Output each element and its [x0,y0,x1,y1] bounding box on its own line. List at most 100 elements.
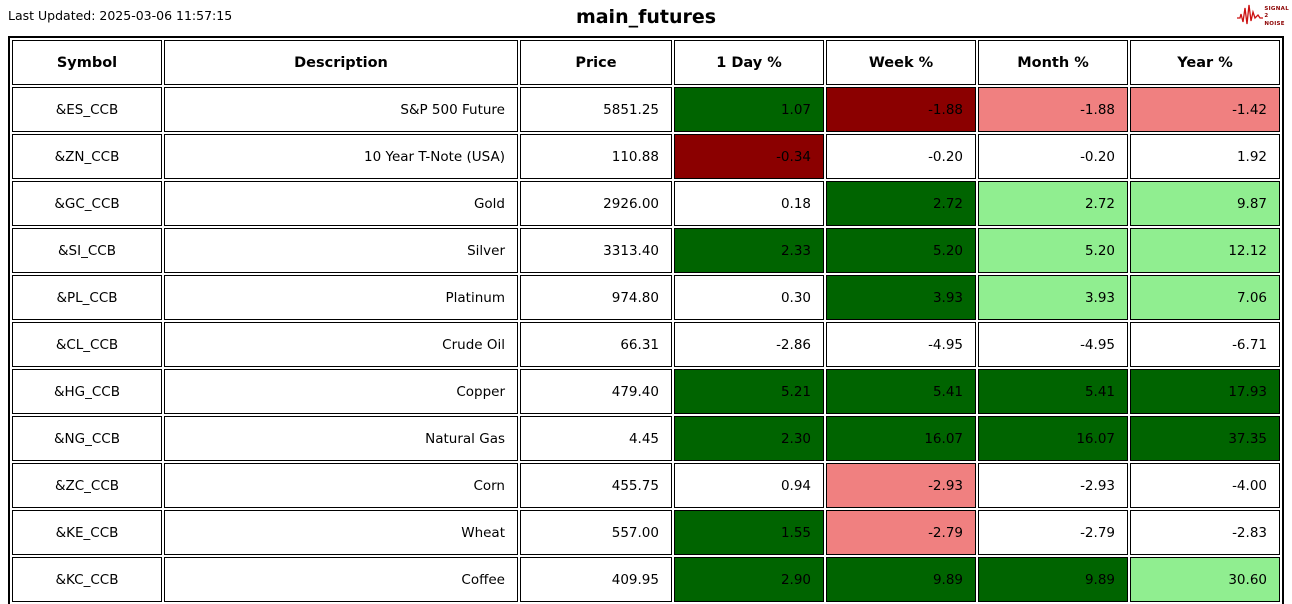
column-header-week: Week % [826,40,976,85]
pct-cell-week: 3.93 [826,275,976,320]
pct-cell-week: -2.93 [826,463,976,508]
pct-cell-1-day: 0.30 [674,275,824,320]
pct-cell-1-day: -0.34 [674,134,824,179]
table-row-natural-gas: &NG_CCB Natural Gas 4.45 2.30 16.07 16.07 37.3… [12,416,1280,461]
symbol-cell: &KE_CCB [12,510,162,555]
logo-line-noise: NOISE [1264,20,1285,27]
price-cell: 2926.00 [520,181,672,226]
symbol-cell: &NG_CCB [12,416,162,461]
pct-cell-year: 37.35 [1130,416,1280,461]
pct-cell-year: -4.00 [1130,463,1280,508]
pct-cell-year: 7.06 [1130,275,1280,320]
column-header-1-day: 1 Day % [674,40,824,85]
description-cell: 10 Year T-Note (USA) [164,134,518,179]
table-row-10-year-t-note-usa: &ZN_CCB 10 Year T-Note (USA) 110.88 -0.34 -0… [12,134,1280,179]
pct-cell-year: -1.42 [1130,87,1280,132]
pct-cell-week: 5.41 [826,369,976,414]
column-header-description: Description [164,40,518,85]
table-row-gold: &GC_CCB Gold 2926.00 0.18 2.72 2.72 9.87 [12,181,1280,226]
pct-cell-week: -1.88 [826,87,976,132]
pct-cell-week: -0.20 [826,134,976,179]
table-header-row: Symbol Description Price 1 Day % Week % Month… [12,40,1280,85]
column-header-price: Price [520,40,672,85]
price-cell: 66.31 [520,322,672,367]
pct-cell-month: 16.07 [978,416,1128,461]
pct-cell-week: 2.72 [826,181,976,226]
table-body: &ES_CCB S&P 500 Future 5851.25 1.07 -1.88 -1.… [12,87,1280,602]
logo-text: SIGNAL 2 NOISE [1264,6,1289,28]
pct-cell-month: 3.93 [978,275,1128,320]
description-cell: Corn [164,463,518,508]
price-cell: 409.95 [520,557,672,602]
pct-cell-week: -4.95 [826,322,976,367]
column-header-month: Month % [978,40,1128,85]
pct-cell-year: -2.83 [1130,510,1280,555]
table-row-copper: &HG_CCB Copper 479.40 5.21 5.41 5.41 17.93 [12,369,1280,414]
symbol-cell: &CL_CCB [12,322,162,367]
symbol-cell: &ZN_CCB [12,134,162,179]
pct-cell-1-day: 5.21 [674,369,824,414]
table-row-coffee: &KC_CCB Coffee 409.95 2.90 9.89 9.89 30.60 [12,557,1280,602]
table-row-silver: &SI_CCB Silver 3313.40 2.33 5.20 5.20 12.12 [12,228,1280,273]
signal2noise-logo: SIGNAL 2 NOISE [1237,2,1289,32]
description-cell: Copper [164,369,518,414]
pct-cell-1-day: 2.30 [674,416,824,461]
pct-cell-month: -2.79 [978,510,1128,555]
pct-cell-month: -4.95 [978,322,1128,367]
pct-cell-1-day: -2.86 [674,322,824,367]
table-row-crude-oil: &CL_CCB Crude Oil 66.31 -2.86 -4.95 -4.95 -6.7… [12,322,1280,367]
symbol-cell: &ZC_CCB [12,463,162,508]
symbol-cell: &SI_CCB [12,228,162,273]
page-title: main_futures [575,6,717,28]
table-row-corn: &ZC_CCB Corn 455.75 0.94 -2.93 -2.93 -4.00 [12,463,1280,508]
description-cell: Crude Oil [164,322,518,367]
pct-cell-week: -2.79 [826,510,976,555]
description-cell: Wheat [164,510,518,555]
ecg-waveform-icon [1237,2,1264,32]
price-cell: 455.75 [520,463,672,508]
table-row-platinum: &PL_CCB Platinum 974.80 0.30 3.93 3.93 7.06 [12,275,1280,320]
pct-cell-year: 12.12 [1130,228,1280,273]
pct-cell-year: 17.93 [1130,369,1280,414]
price-cell: 557.00 [520,510,672,555]
pct-cell-month: 2.72 [978,181,1128,226]
price-cell: 974.80 [520,275,672,320]
table-row-s-p-500-future: &ES_CCB S&P 500 Future 5851.25 1.07 -1.88 -1.… [12,87,1280,132]
column-header-year: Year % [1130,40,1280,85]
price-cell: 4.45 [520,416,672,461]
pct-cell-month: -1.88 [978,87,1128,132]
pct-cell-1-day: 1.55 [674,510,824,555]
description-cell: Coffee [164,557,518,602]
pct-cell-month: 9.89 [978,557,1128,602]
description-cell: Platinum [164,275,518,320]
table-row-wheat: &KE_CCB Wheat 557.00 1.55 -2.79 -2.79 -2.83 [12,510,1280,555]
price-cell: 3313.40 [520,228,672,273]
last-updated-timestamp: Last Updated: 2025-03-06 11:57:15 [8,8,233,23]
price-cell: 5851.25 [520,87,672,132]
symbol-cell: &HG_CCB [12,369,162,414]
column-header-symbol: Symbol [12,40,162,85]
pct-cell-1-day: 2.90 [674,557,824,602]
symbol-cell: &PL_CCB [12,275,162,320]
pct-cell-1-day: 2.33 [674,228,824,273]
pct-cell-week: 16.07 [826,416,976,461]
pct-cell-1-day: 0.94 [674,463,824,508]
symbol-cell: &GC_CCB [12,181,162,226]
logo-line-signal: SIGNAL [1264,5,1289,12]
pct-cell-week: 9.89 [826,557,976,602]
pct-cell-month: -2.93 [978,463,1128,508]
logo-line-2: 2 [1264,13,1269,20]
pct-cell-1-day: 0.18 [674,181,824,226]
description-cell: Gold [164,181,518,226]
description-cell: Silver [164,228,518,273]
description-cell: Natural Gas [164,416,518,461]
pct-cell-year: 1.92 [1130,134,1280,179]
price-cell: 479.40 [520,369,672,414]
futures-table: Symbol Description Price 1 Day % Week % Month… [8,36,1284,604]
pct-cell-month: 5.41 [978,369,1128,414]
price-cell: 110.88 [520,134,672,179]
pct-cell-1-day: 1.07 [674,87,824,132]
pct-cell-month: 5.20 [978,228,1128,273]
pct-cell-month: -0.20 [978,134,1128,179]
